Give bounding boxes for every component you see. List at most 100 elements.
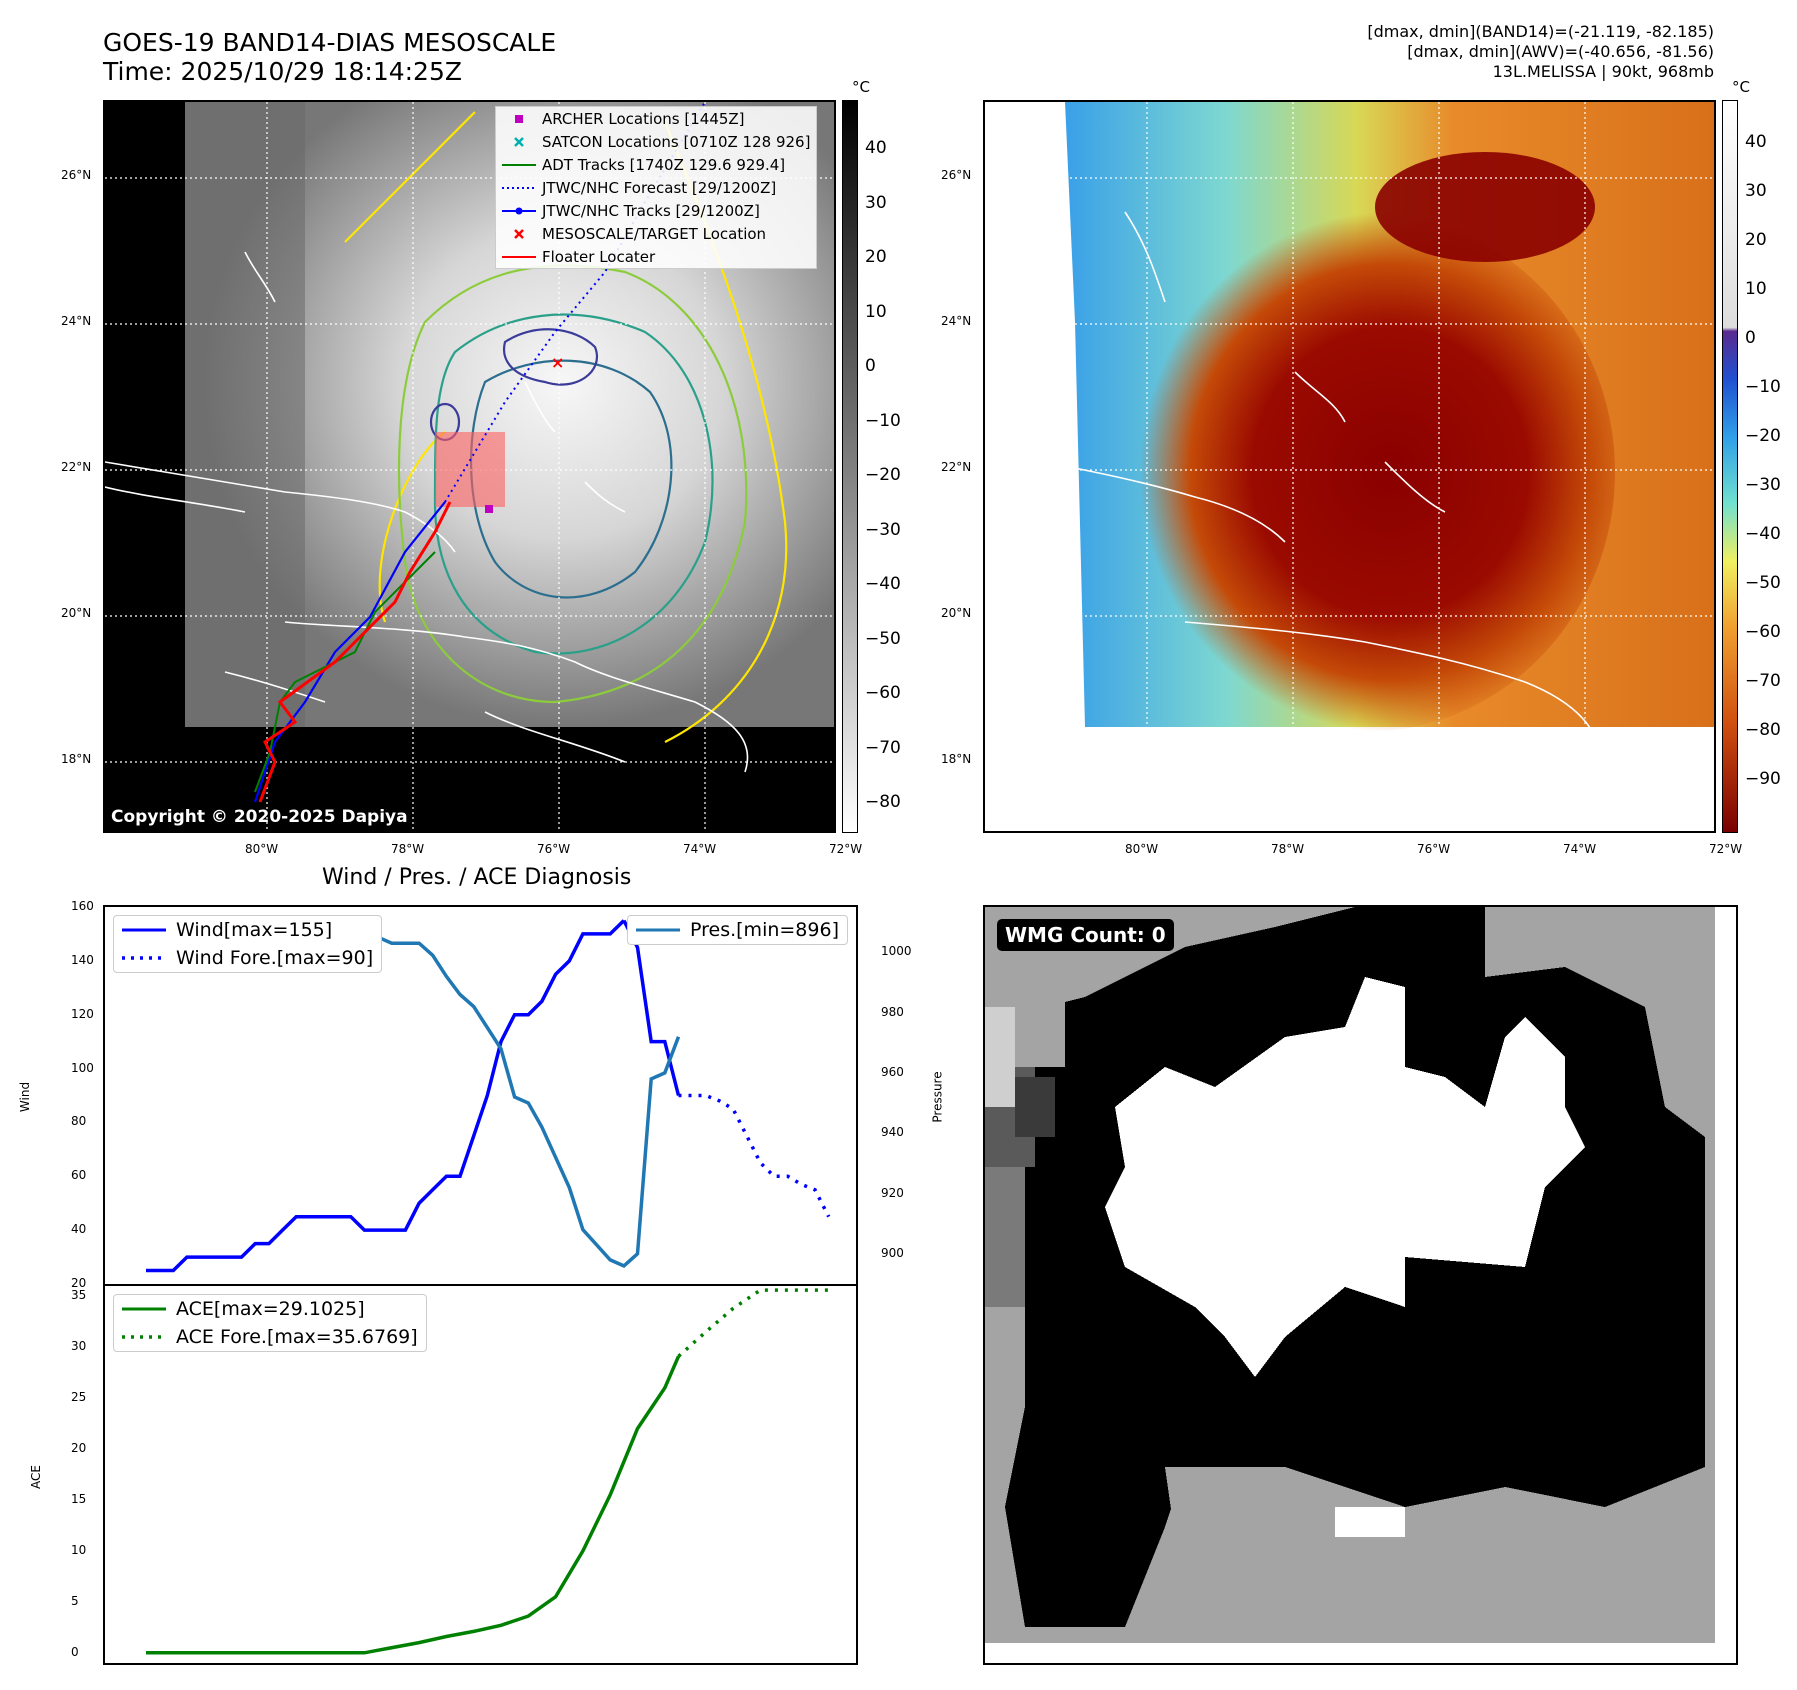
wind-pressure-chart: Wind[max=155] Wind Fore.[max=90] Pres.[m…: [103, 905, 858, 1286]
legend-dot: [515, 207, 523, 214]
colorbar-tick: −30: [1745, 475, 1781, 495]
colorbar-tick: −80: [865, 792, 901, 812]
pressure-tick: 900: [881, 1245, 904, 1260]
pressure-tick: 940: [881, 1125, 904, 1140]
colorbar-tick: 30: [1745, 181, 1767, 201]
map-legend-label: SATCON Locations [0710Z 128 926]: [542, 132, 811, 151]
lon-label: 80°W: [1125, 842, 1159, 856]
map-legend-item: ADT Tracks [1740Z 129.6 929.4]: [496, 153, 816, 176]
pressure-tick: 1000: [881, 944, 912, 959]
colorbar-tick: −40: [1745, 524, 1781, 544]
lat-label: 26°N: [61, 168, 92, 182]
legend-ace: ACE[max=29.1025]: [122, 1298, 365, 1320]
wmg-count-badge: WMG Count: 0: [997, 919, 1174, 951]
pressure-tick: 960: [881, 1064, 904, 1079]
lat-label: 22°N: [941, 460, 972, 474]
map-legend-item: SATCON Locations [0710Z 128 926]: [496, 130, 816, 153]
wind-tick: 80: [71, 1114, 87, 1129]
ace-axis-label: ACE: [28, 1465, 43, 1489]
x-marker: [514, 228, 524, 239]
ace-svg: [146, 1288, 829, 1655]
ace-tick: 35: [71, 1288, 87, 1303]
colorbar-tick: 20: [865, 247, 887, 267]
pressure-legend: Pres.[min=896]: [627, 915, 848, 945]
legend-symbol-dotted: [502, 186, 536, 189]
info-storm: 13L.MELISSA | 90kt, 968mb: [1492, 62, 1714, 81]
lat-label: 26°N: [941, 168, 972, 182]
info-awv: [dmax, dmin](AWV)=(-40.656, -81.56): [1407, 42, 1714, 61]
legend-symbol-line-dot: [502, 207, 536, 214]
map-legend-item: ARCHER Locations [1445Z]: [496, 107, 816, 130]
map-legend-item: JTWC/NHC Forecast [29/1200Z]: [496, 176, 816, 199]
colorbar-tick: −90: [1745, 769, 1781, 789]
colorbar-tick: −10: [865, 410, 901, 431]
colorbar-tick: 20: [1745, 230, 1767, 250]
colorbar-tick: −80: [1745, 720, 1781, 740]
legend-symbol-line: [502, 255, 536, 258]
jtwc-track: [253, 501, 446, 803]
copyright-text: Copyright © 2020-2025 Dapiya: [111, 807, 408, 827]
colorbar-tick: −60: [865, 683, 901, 703]
map-legend-item: MESOSCALE/TARGET Location: [496, 222, 816, 245]
map-legend-item: JTWC/NHC Tracks [29/1200Z]: [496, 199, 816, 222]
colorbar-tick: −20: [865, 465, 901, 485]
info-block: [dmax, dmin](BAND14)=(-21.119, -82.185) …: [1367, 22, 1714, 82]
legend-wind: Wind[max=155]: [122, 919, 333, 941]
pressure-axis-label: Pressure: [930, 1071, 945, 1123]
legend-symbol-square: [515, 114, 523, 123]
wind-tick: 60: [71, 1168, 87, 1183]
lat-label: 24°N: [941, 314, 972, 328]
colorbar-tick: 10: [1745, 279, 1767, 299]
colorbar-tick: −20: [1745, 426, 1781, 446]
series-line: [146, 1355, 681, 1655]
wmg-panel: WMG Count: 0: [983, 905, 1738, 1665]
colorbar-tick: −10: [1745, 377, 1781, 397]
colorbar-tick: −30: [865, 519, 901, 540]
colorbar-tick: −70: [865, 737, 901, 758]
wind-tick: 140: [71, 952, 94, 967]
diagnosis-title: Wind / Pres. / ACE Diagnosis: [322, 865, 632, 890]
figure-time: Time: 2025/10/29 18:14:25Z: [103, 57, 462, 86]
legend-wind-forecast: Wind Fore.[max=90]: [122, 947, 374, 969]
colorbar-tick: −50: [1745, 573, 1781, 593]
lon-label: 76°W: [537, 842, 571, 856]
wind-axis-label: Wind: [18, 1081, 33, 1113]
ace-tick: 15: [71, 1491, 87, 1506]
lon-label: 78°W: [1271, 842, 1305, 856]
colorbar-tick: −70: [1745, 671, 1781, 691]
wind-tick: 100: [71, 1060, 94, 1075]
square-marker: [515, 114, 523, 123]
colorbar-tick: 0: [1745, 328, 1756, 348]
pressure-tick: 980: [881, 1004, 904, 1019]
colorbar-tick: 10: [865, 301, 887, 322]
legend-pressure: Pres.[min=896]: [636, 919, 839, 941]
pressure-tick: 920: [881, 1185, 904, 1200]
ace-legend: ACE[max=29.1025] ACE Fore.[max=35.6769]: [113, 1294, 427, 1352]
floater-track: [258, 501, 452, 803]
jtwc-forecast: [444, 102, 706, 503]
legend-symbol-line: [502, 163, 536, 166]
map-legend-label: JTWC/NHC Forecast [29/1200Z]: [542, 178, 777, 197]
wind-legend: Wind[max=155] Wind Fore.[max=90]: [113, 915, 383, 973]
wmg-svg: [985, 907, 1736, 1663]
x-marker: [514, 136, 524, 147]
lat-label: 20°N: [941, 606, 972, 620]
lon-label: 74°W: [1563, 842, 1597, 856]
wind-tick: 20: [71, 1276, 87, 1290]
legend-ace-forecast: ACE Fore.[max=35.6769]: [122, 1326, 418, 1348]
figure-title: GOES-19 BAND14-DIAS MESOSCALE: [103, 28, 557, 57]
lat-label: 18°N: [941, 752, 972, 766]
info-band14: [dmax, dmin](BAND14)=(-21.119, -82.185): [1367, 22, 1714, 41]
legend-symbol-x: [514, 136, 524, 147]
series-line: [622, 919, 681, 1096]
map-legend-label: MESOSCALE/TARGET Location: [542, 224, 767, 243]
lat-label: 20°N: [61, 606, 92, 620]
colorbar-tick: −50: [865, 628, 901, 649]
colorbar-tick: 0: [865, 356, 876, 376]
map-legend-label: ARCHER Locations [1445Z]: [542, 109, 745, 128]
awv-map-svg: [985, 102, 1714, 831]
band14-colorbar: [842, 100, 858, 833]
map-legend-label: ADT Tracks [1740Z 129.6 929.4]: [542, 155, 786, 174]
lon-label: 76°W: [1417, 842, 1451, 856]
archer-marker: [485, 505, 493, 513]
